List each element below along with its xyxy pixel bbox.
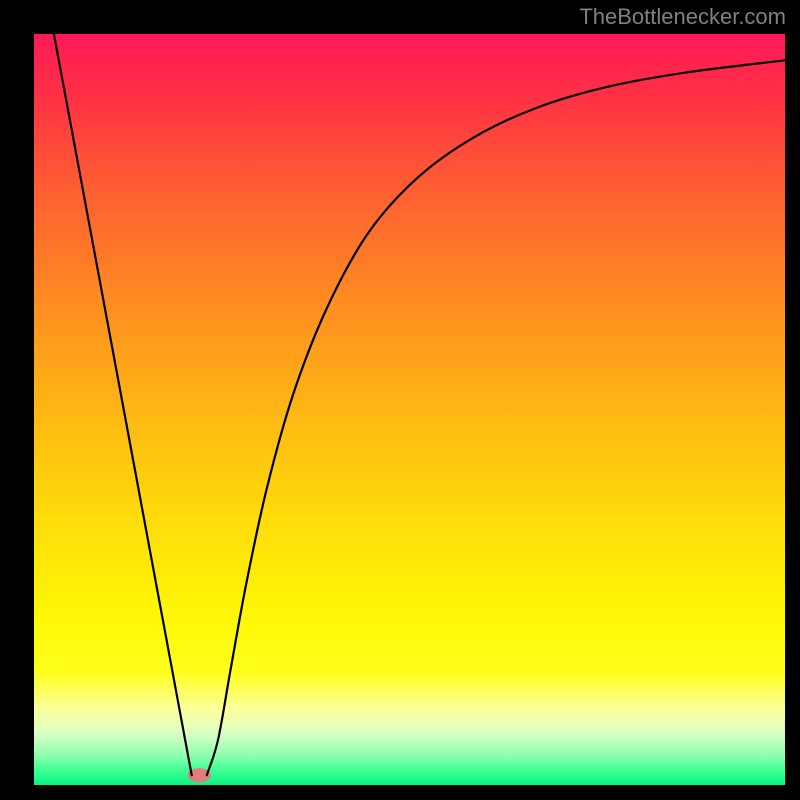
plot-area — [34, 34, 785, 785]
gradient-background — [34, 34, 785, 785]
watermark-text: TheBottlenecker.com — [579, 4, 786, 30]
chart-container: TheBottlenecker.com — [0, 0, 800, 800]
